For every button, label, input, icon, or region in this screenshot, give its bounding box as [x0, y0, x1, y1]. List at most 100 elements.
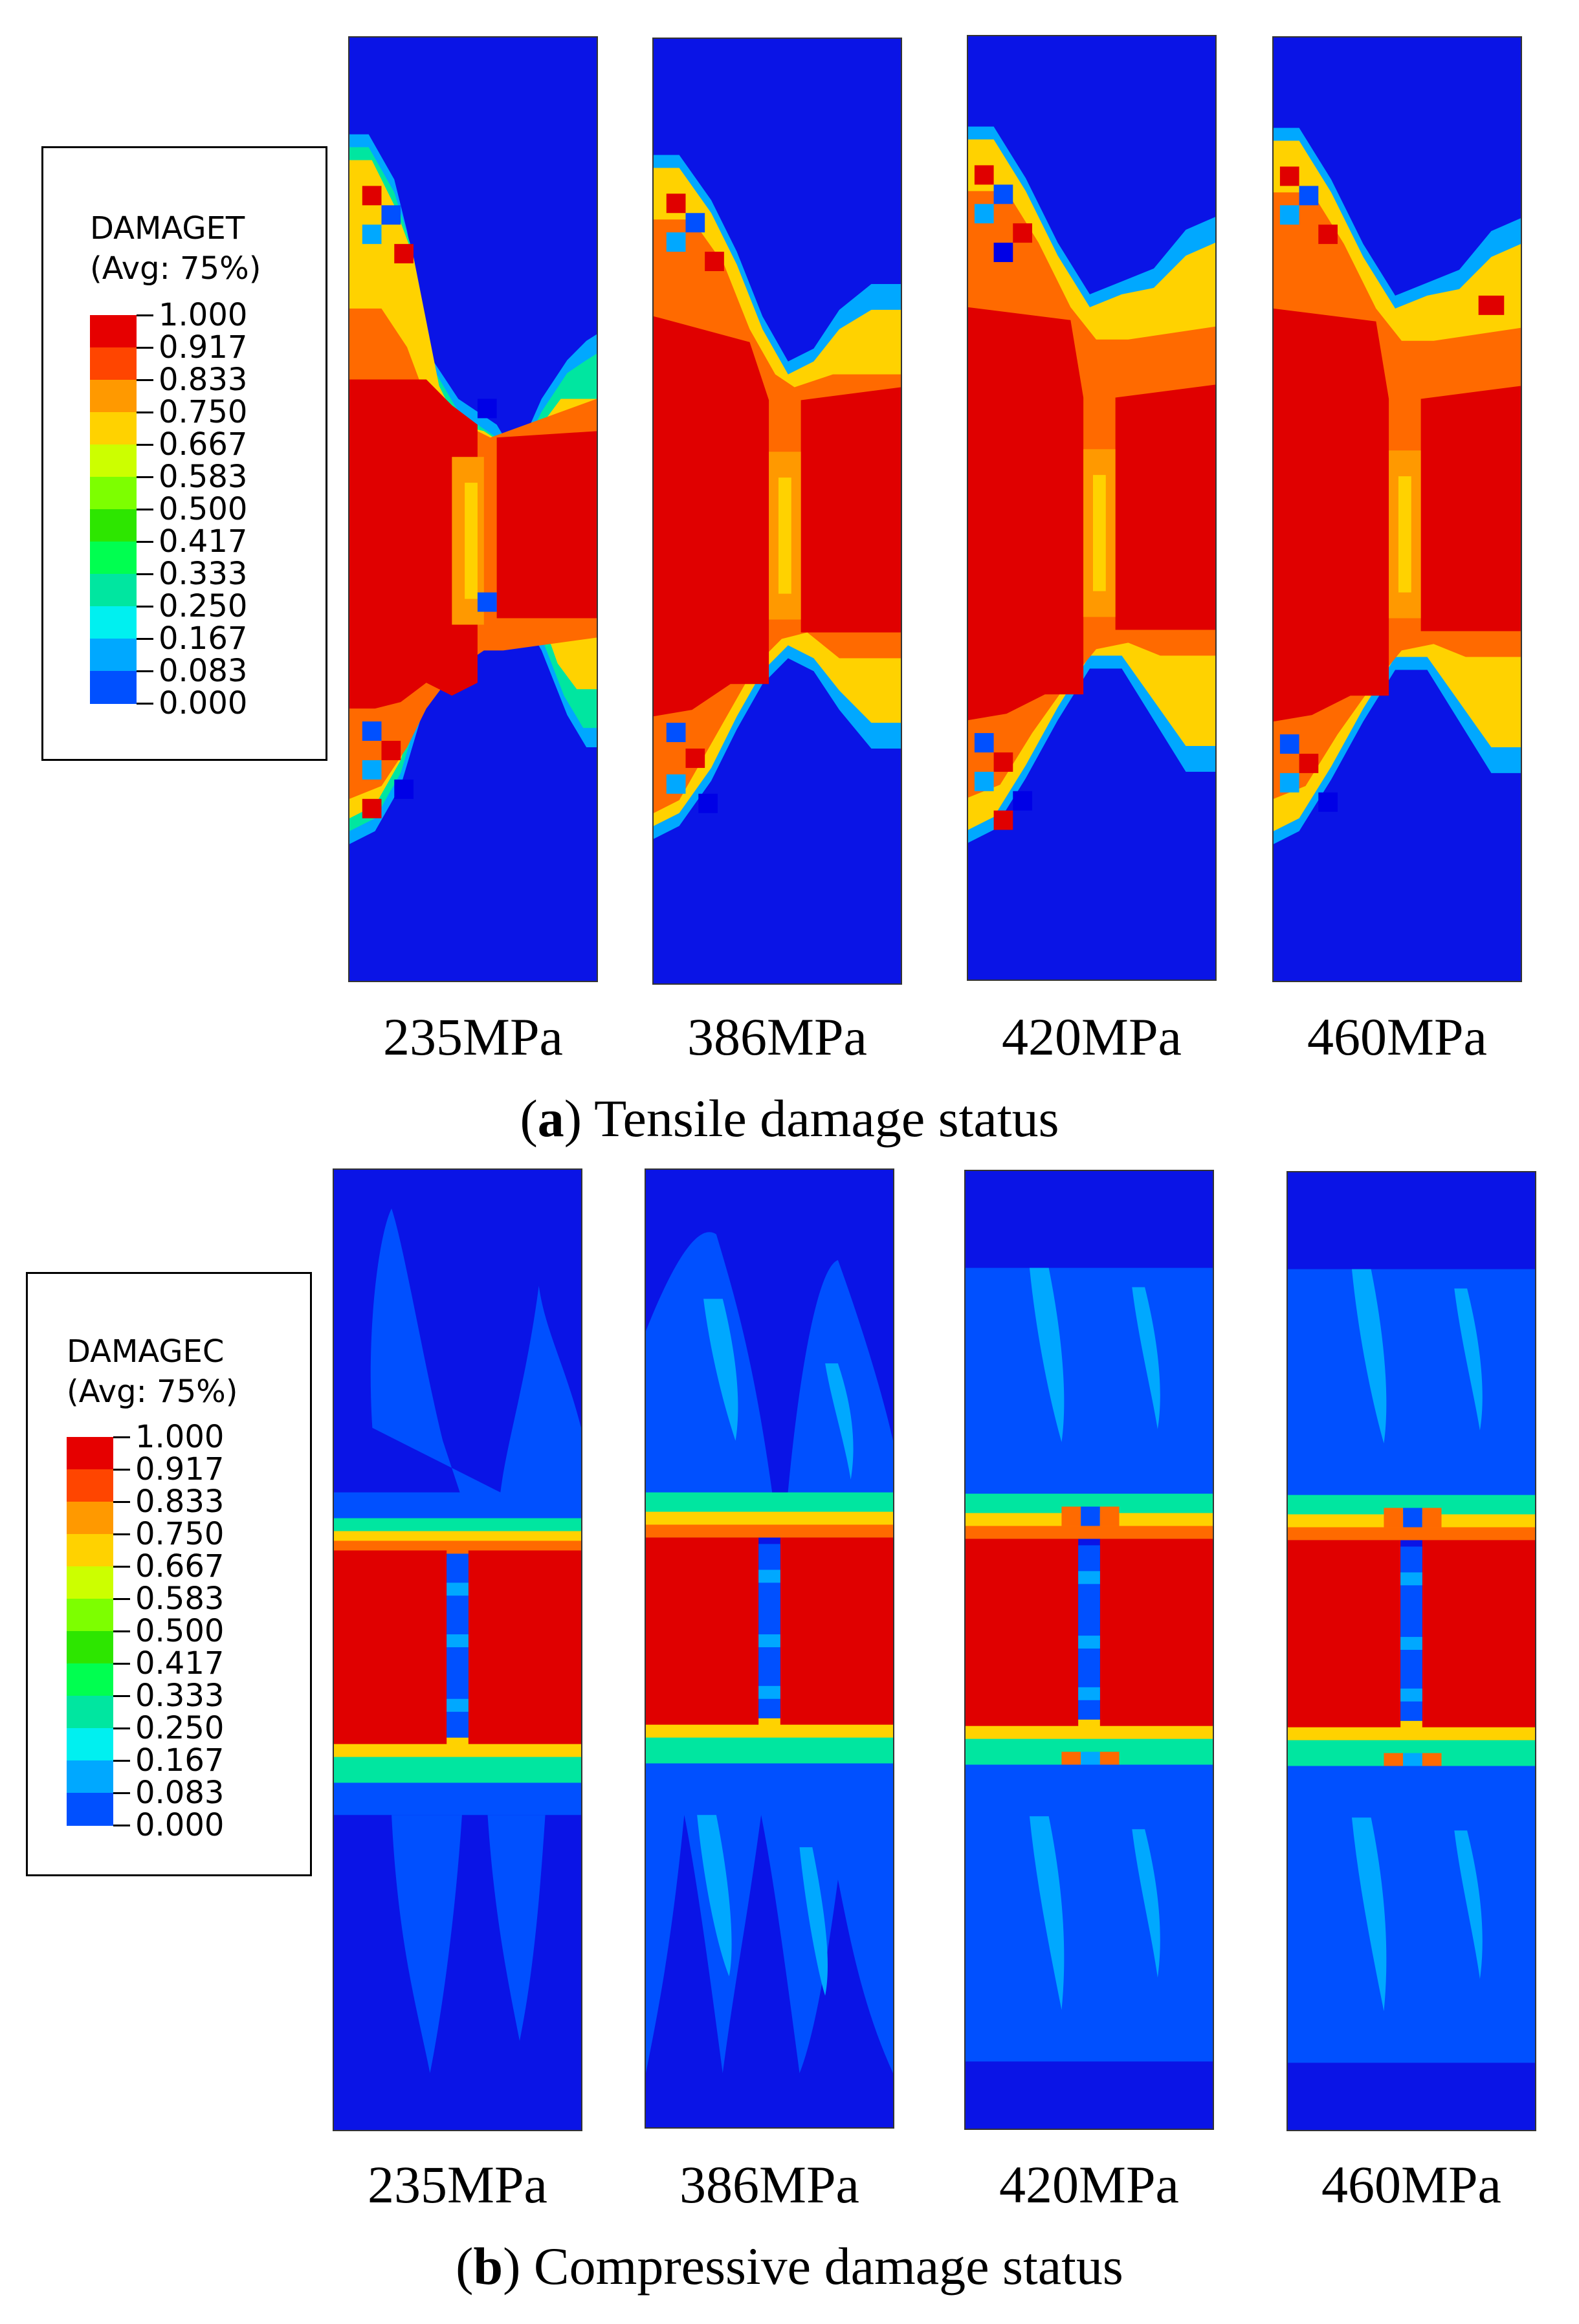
caption-a-text: Tensile damage status [582, 1089, 1059, 1148]
legend-swatch [67, 1793, 113, 1826]
legend-swatch [90, 380, 137, 413]
legend-tick [113, 1598, 130, 1600]
legend-tick [113, 1566, 130, 1568]
legend-subtitle: (Avg: 75%) [90, 250, 261, 287]
legend-tick [137, 670, 153, 672]
legend-level-label: 0.750 [159, 394, 248, 430]
legend-level-label: 0.083 [159, 653, 248, 689]
tensile-panel-235 [348, 36, 598, 982]
legend-swatch [67, 1728, 113, 1761]
legend-tick [137, 347, 153, 349]
tensile-contour-420 [968, 126, 1215, 843]
compressive-contour-420 [966, 1267, 1213, 2062]
legend-swatch [67, 1631, 113, 1664]
caption-a: (a) Tensile damage status [520, 1089, 1059, 1148]
legend-tick [137, 444, 153, 446]
compressive-contour-386 [646, 1232, 893, 2074]
compressive-panel-420 [964, 1170, 1214, 2130]
legend-level-label: 0.583 [159, 459, 248, 495]
legend-level-label: 0.167 [135, 1742, 225, 1779]
legend-swatch [67, 1760, 113, 1793]
tensile-panel-460 [1272, 36, 1522, 982]
legend-level-label: 0.833 [135, 1484, 225, 1520]
legend-swatch [90, 412, 137, 445]
legend-swatch [67, 1663, 113, 1696]
legend-tick [113, 1760, 130, 1762]
legend-tick [137, 573, 153, 575]
legend-tick [113, 1695, 130, 1697]
tensile-label-386: 386MPa [687, 1007, 867, 1066]
legend-title: DAMAGEC [67, 1333, 225, 1370]
legend-swatch [90, 509, 137, 542]
legend-swatch [67, 1437, 113, 1470]
legend-swatch [67, 1599, 113, 1632]
legend-subtitle: (Avg: 75%) [67, 1374, 238, 1410]
legend-tick [137, 411, 153, 413]
compressive-panel-235 [333, 1168, 582, 2131]
legend-level-label: 0.667 [159, 426, 248, 463]
legend-level-label: 0.917 [135, 1451, 225, 1487]
compressive-panel-386 [645, 1168, 894, 2129]
legend-tick [113, 1436, 130, 1438]
tensile-panel-420 [967, 35, 1217, 981]
tensile-panel-386 [652, 38, 902, 985]
legend-tick [113, 1533, 130, 1535]
tensile-contour-386 [654, 155, 901, 839]
legend-swatch [90, 542, 137, 575]
compressive-label-460: 460MPa [1321, 2155, 1501, 2214]
caption-a-letter: a [537, 1089, 564, 1148]
tensile-label-460: 460MPa [1307, 1007, 1487, 1066]
legend-compressive: DAMAGEC (Avg: 75%) 1.000 0.917 0.833 0.750 0… [26, 1272, 312, 1876]
legend-level-label: 0.583 [135, 1581, 225, 1617]
compressive-contour-460 [1288, 1269, 1535, 2063]
compressive-contour-235 [334, 1208, 581, 2074]
legend-level-label: 0.500 [159, 491, 248, 527]
legend-tick [113, 1727, 130, 1729]
compressive-label-235: 235MPa [368, 2155, 547, 2214]
legend-level-label: 0.917 [159, 329, 248, 366]
legend-level-label: 0.417 [159, 523, 248, 560]
legend-tick [137, 314, 153, 316]
caption-b: (b) Compressive damage status [456, 2237, 1123, 2296]
legend-swatch [90, 347, 137, 380]
legend-tick [113, 1825, 130, 1826]
legend-swatch [90, 444, 137, 477]
legend-swatch [67, 1696, 113, 1729]
legend-level-label: 0.750 [135, 1516, 225, 1552]
legend-colorbar [67, 1437, 113, 1826]
legend-level-label: 0.500 [135, 1613, 225, 1649]
legend-tick [113, 1792, 130, 1794]
legend-tick [137, 379, 153, 381]
legend-tensile: DAMAGET (Avg: 75%) 1.000 0.917 0.833 0.750 0… [41, 146, 327, 761]
legend-swatch [90, 574, 137, 607]
legend-level-label: 0.250 [159, 588, 248, 624]
legend-colorbar [90, 315, 137, 704]
legend-swatch [90, 477, 137, 510]
caption-b-letter: b [473, 2237, 503, 2296]
legend-tick [137, 541, 153, 543]
legend-tick [137, 638, 153, 640]
legend-level-label: 0.333 [159, 556, 248, 592]
legend-level-label: 0.833 [159, 362, 248, 398]
legend-swatch [90, 671, 137, 704]
tensile-contour-235 [349, 134, 597, 844]
legend-swatch [90, 606, 137, 639]
compressive-label-420: 420MPa [999, 2155, 1179, 2214]
legend-level-label: 0.000 [159, 685, 248, 721]
legend-swatch [90, 639, 137, 672]
legend-title: DAMAGET [90, 210, 245, 247]
legend-tick [137, 476, 153, 478]
legend-tick [137, 509, 153, 510]
legend-level-label: 0.667 [135, 1548, 225, 1584]
tensile-label-235: 235MPa [383, 1007, 563, 1066]
legend-level-label: 0.333 [135, 1678, 225, 1714]
legend-level-label: 0.083 [135, 1775, 225, 1811]
legend-level-label: 0.250 [135, 1710, 225, 1746]
compressive-label-386: 386MPa [679, 2155, 859, 2214]
legend-tick [137, 703, 153, 705]
caption-b-text: Compressive damage status [520, 2237, 1123, 2296]
tensile-contour-460 [1274, 127, 1521, 844]
legend-level-label: 0.167 [159, 620, 248, 657]
legend-level-label: 0.417 [135, 1645, 225, 1682]
legend-tick [113, 1501, 130, 1503]
